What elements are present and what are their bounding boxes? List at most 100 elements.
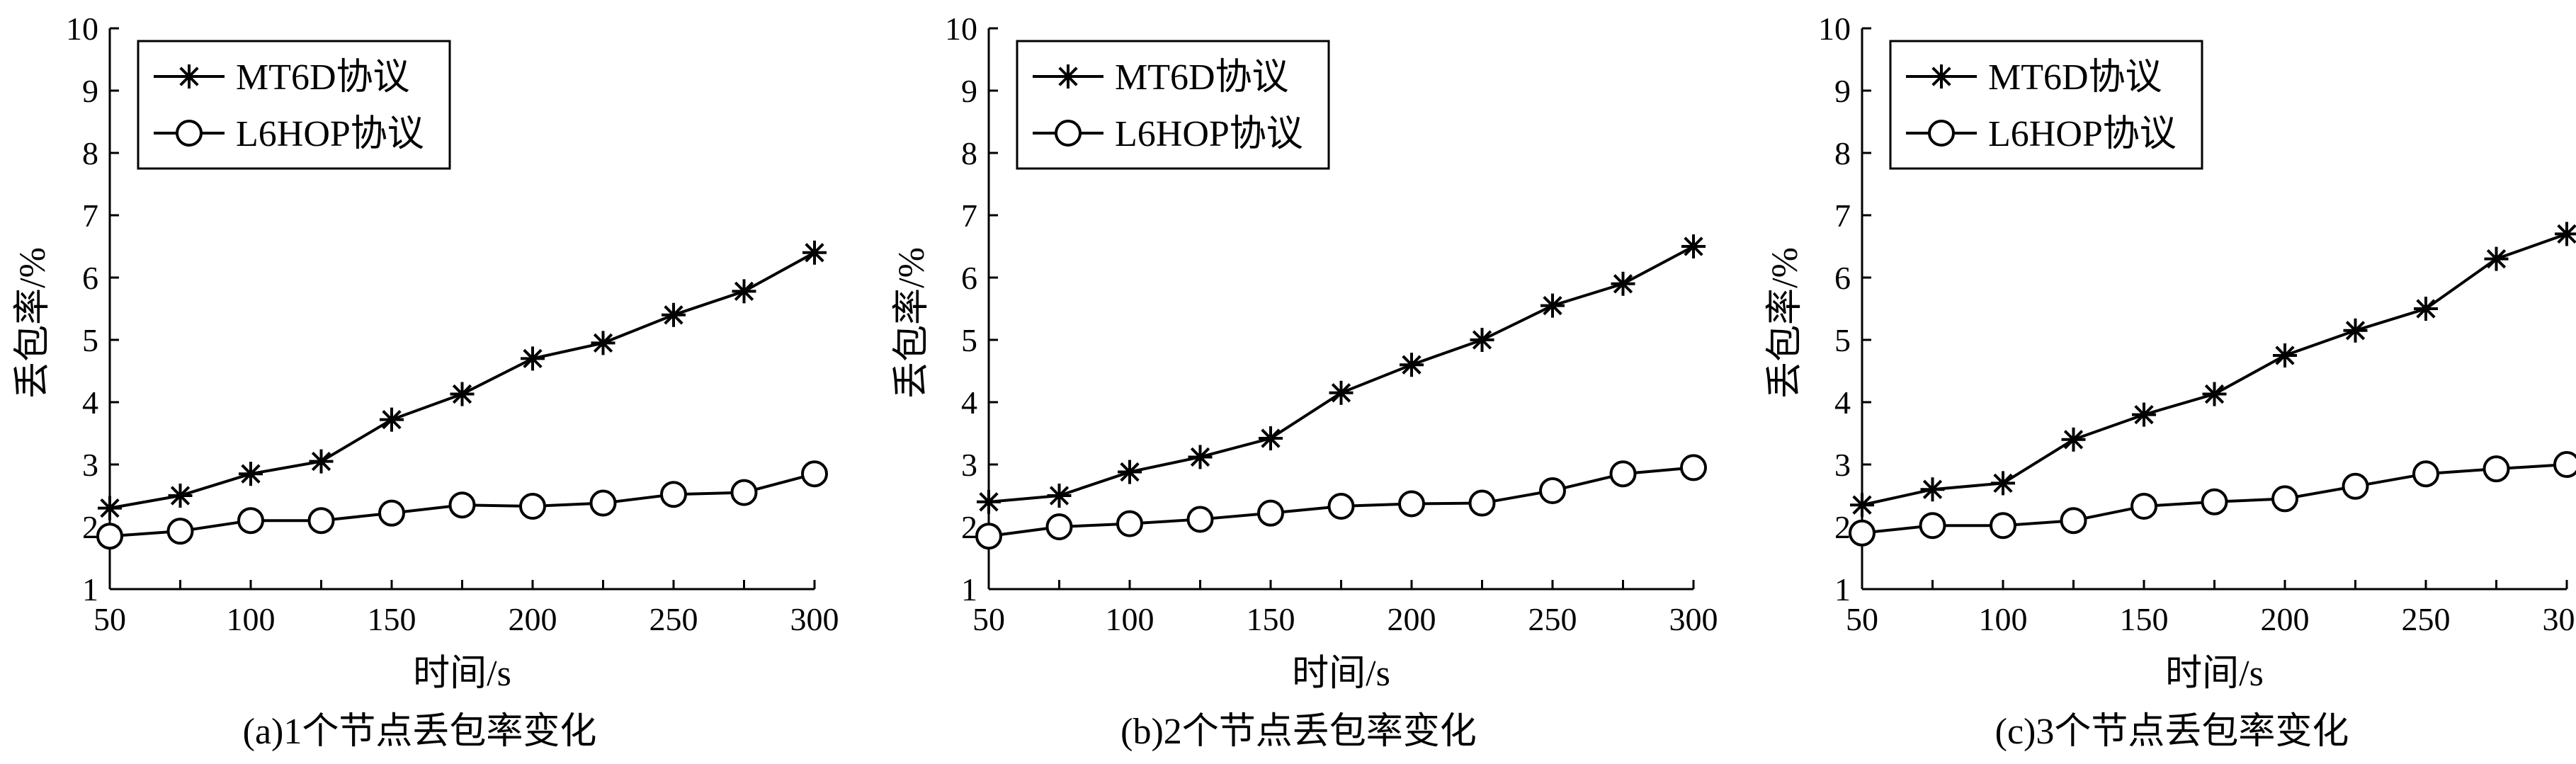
y-tick-label: 3 [82,447,98,483]
data-point-asterisk [380,407,404,432]
y-tick-label: 9 [82,73,98,109]
legend: MT6D协议 L6HOP协议 [137,40,451,170]
data-point-circle [448,491,476,519]
data-point-circle [2483,455,2510,483]
data-point-asterisk [662,302,686,327]
y-tick-label: 10 [945,11,977,47]
legend-marker-circle [176,120,203,147]
data-point-circle [1539,477,1566,504]
y-tick-label: 8 [82,135,98,171]
y-tick-label: 2 [82,509,98,545]
y-axis-title: 丢包率/% [13,247,53,399]
y-tick-label: 9 [961,73,977,109]
x-tick-label: 300 [1669,601,1718,637]
data-point-asterisk [521,346,545,371]
y-tick-label: 3 [1834,447,1851,483]
data-point-asterisk [1920,477,1945,502]
data-point-asterisk [2273,343,2297,367]
data-point-circle [2201,488,2228,515]
legend-box [137,40,451,170]
data-point-circle [801,460,828,488]
legend-label: MT6D协议 [1115,57,1289,98]
x-axis-title: 时间/s [413,654,511,694]
data-point-asterisk [1400,353,1424,377]
data-point-circle [2553,451,2576,478]
data-point-circle [96,523,123,550]
y-tick-label: 7 [82,198,98,234]
chart-caption: (b)2个节点丢包率变化 [1120,712,1477,752]
legend-marker-asterisk [1929,64,1953,89]
data-point-asterisk [309,449,334,474]
legend-marker-circle [1928,120,1955,147]
x-tick-label: 250 [649,601,698,637]
data-point-circle [2271,485,2298,513]
data-point-asterisk [732,279,756,304]
x-tick-label: 250 [1528,601,1577,637]
y-tick-label: 6 [82,260,98,296]
data-point-circle [1257,499,1284,527]
legend-label: L6HOP协议 [1115,114,1303,154]
y-tick-label: 10 [66,11,98,47]
y-tick-label: 2 [1834,509,1851,545]
data-point-asterisk [1118,460,1142,484]
x-tick-label: 50 [1846,601,1878,637]
y-tick-label: 5 [82,322,98,358]
chart-caption: (c)3个节点丢包率变化 [1995,712,2349,752]
series-line [988,245,1694,503]
y-tick-label: 4 [1834,384,1851,421]
chart-panel-2: 1 2 3 4 5 6 7 8 9 10 50 100 150 200 250 300 时间/s 丢包率/% (b)… [892,11,1718,752]
data-point-circle [1186,506,1214,533]
data-point-circle [1919,512,1946,540]
x-tick-label: 50 [93,601,126,637]
x-tick-label: 300 [790,601,839,637]
data-point-asterisk [1611,271,1635,296]
data-point-circle [1990,512,2016,540]
data-point-circle [166,518,194,545]
data-point-asterisk [98,496,122,520]
data-point-asterisk [591,331,615,355]
x-tick-label: 50 [972,601,1005,637]
chart-panel-3: 1 2 3 4 5 6 7 8 9 10 50 100 150 200 250 300 时间/s 丢包率/% (c)… [1765,11,2576,752]
legend-box [1889,40,2203,170]
y-tick-label: 4 [961,384,977,421]
data-point-asterisk [2061,427,2086,452]
data-point-circle [2342,472,2369,500]
data-point-asterisk [1681,234,1706,258]
series-line [109,251,815,510]
y-tick-label: 2 [961,509,977,545]
y-axis-title: 丢包率/% [1765,247,1805,399]
chart-caption: (a)1个节点丢包率变化 [243,712,597,752]
data-point-asterisk [2202,382,2227,406]
data-point-circle [1849,519,1876,547]
y-tick-label: 3 [961,447,977,483]
y-tick-label: 10 [1818,11,1851,47]
x-axis-title: 时间/s [1292,654,1390,694]
y-tick-label: 7 [1834,198,1851,234]
data-point-circle [2130,492,2157,520]
legend: MT6D协议 L6HOP协议 [1016,40,1330,170]
data-point-asterisk [2132,402,2156,427]
data-point-asterisk [2555,222,2576,246]
data-point-asterisk [1259,426,1283,451]
y-tick-label: 8 [961,135,977,171]
legend-label: MT6D协议 [1988,57,2162,98]
x-tick-label: 150 [1247,601,1295,637]
legend-marker-asterisk [1056,64,1080,89]
data-point-asterisk [168,484,193,508]
data-point-circle [1327,492,1355,520]
y-axis-title: 丢包率/% [892,247,932,399]
x-tick-label: 300 [2543,601,2576,637]
data-point-circle [1609,460,1637,488]
data-point-asterisk [2484,246,2509,271]
x-tick-label: 100 [1106,601,1154,637]
data-point-circle [660,481,687,508]
data-point-asterisk [802,240,827,265]
legend: MT6D协议 L6HOP协议 [1889,40,2203,170]
x-tick-label: 100 [1979,601,2028,637]
y-tick-label: 1 [82,571,98,608]
data-point-circle [2412,460,2439,488]
data-point-circle [237,507,264,535]
data-point-asterisk [1047,484,1072,508]
y-tick-label: 5 [1834,322,1851,358]
